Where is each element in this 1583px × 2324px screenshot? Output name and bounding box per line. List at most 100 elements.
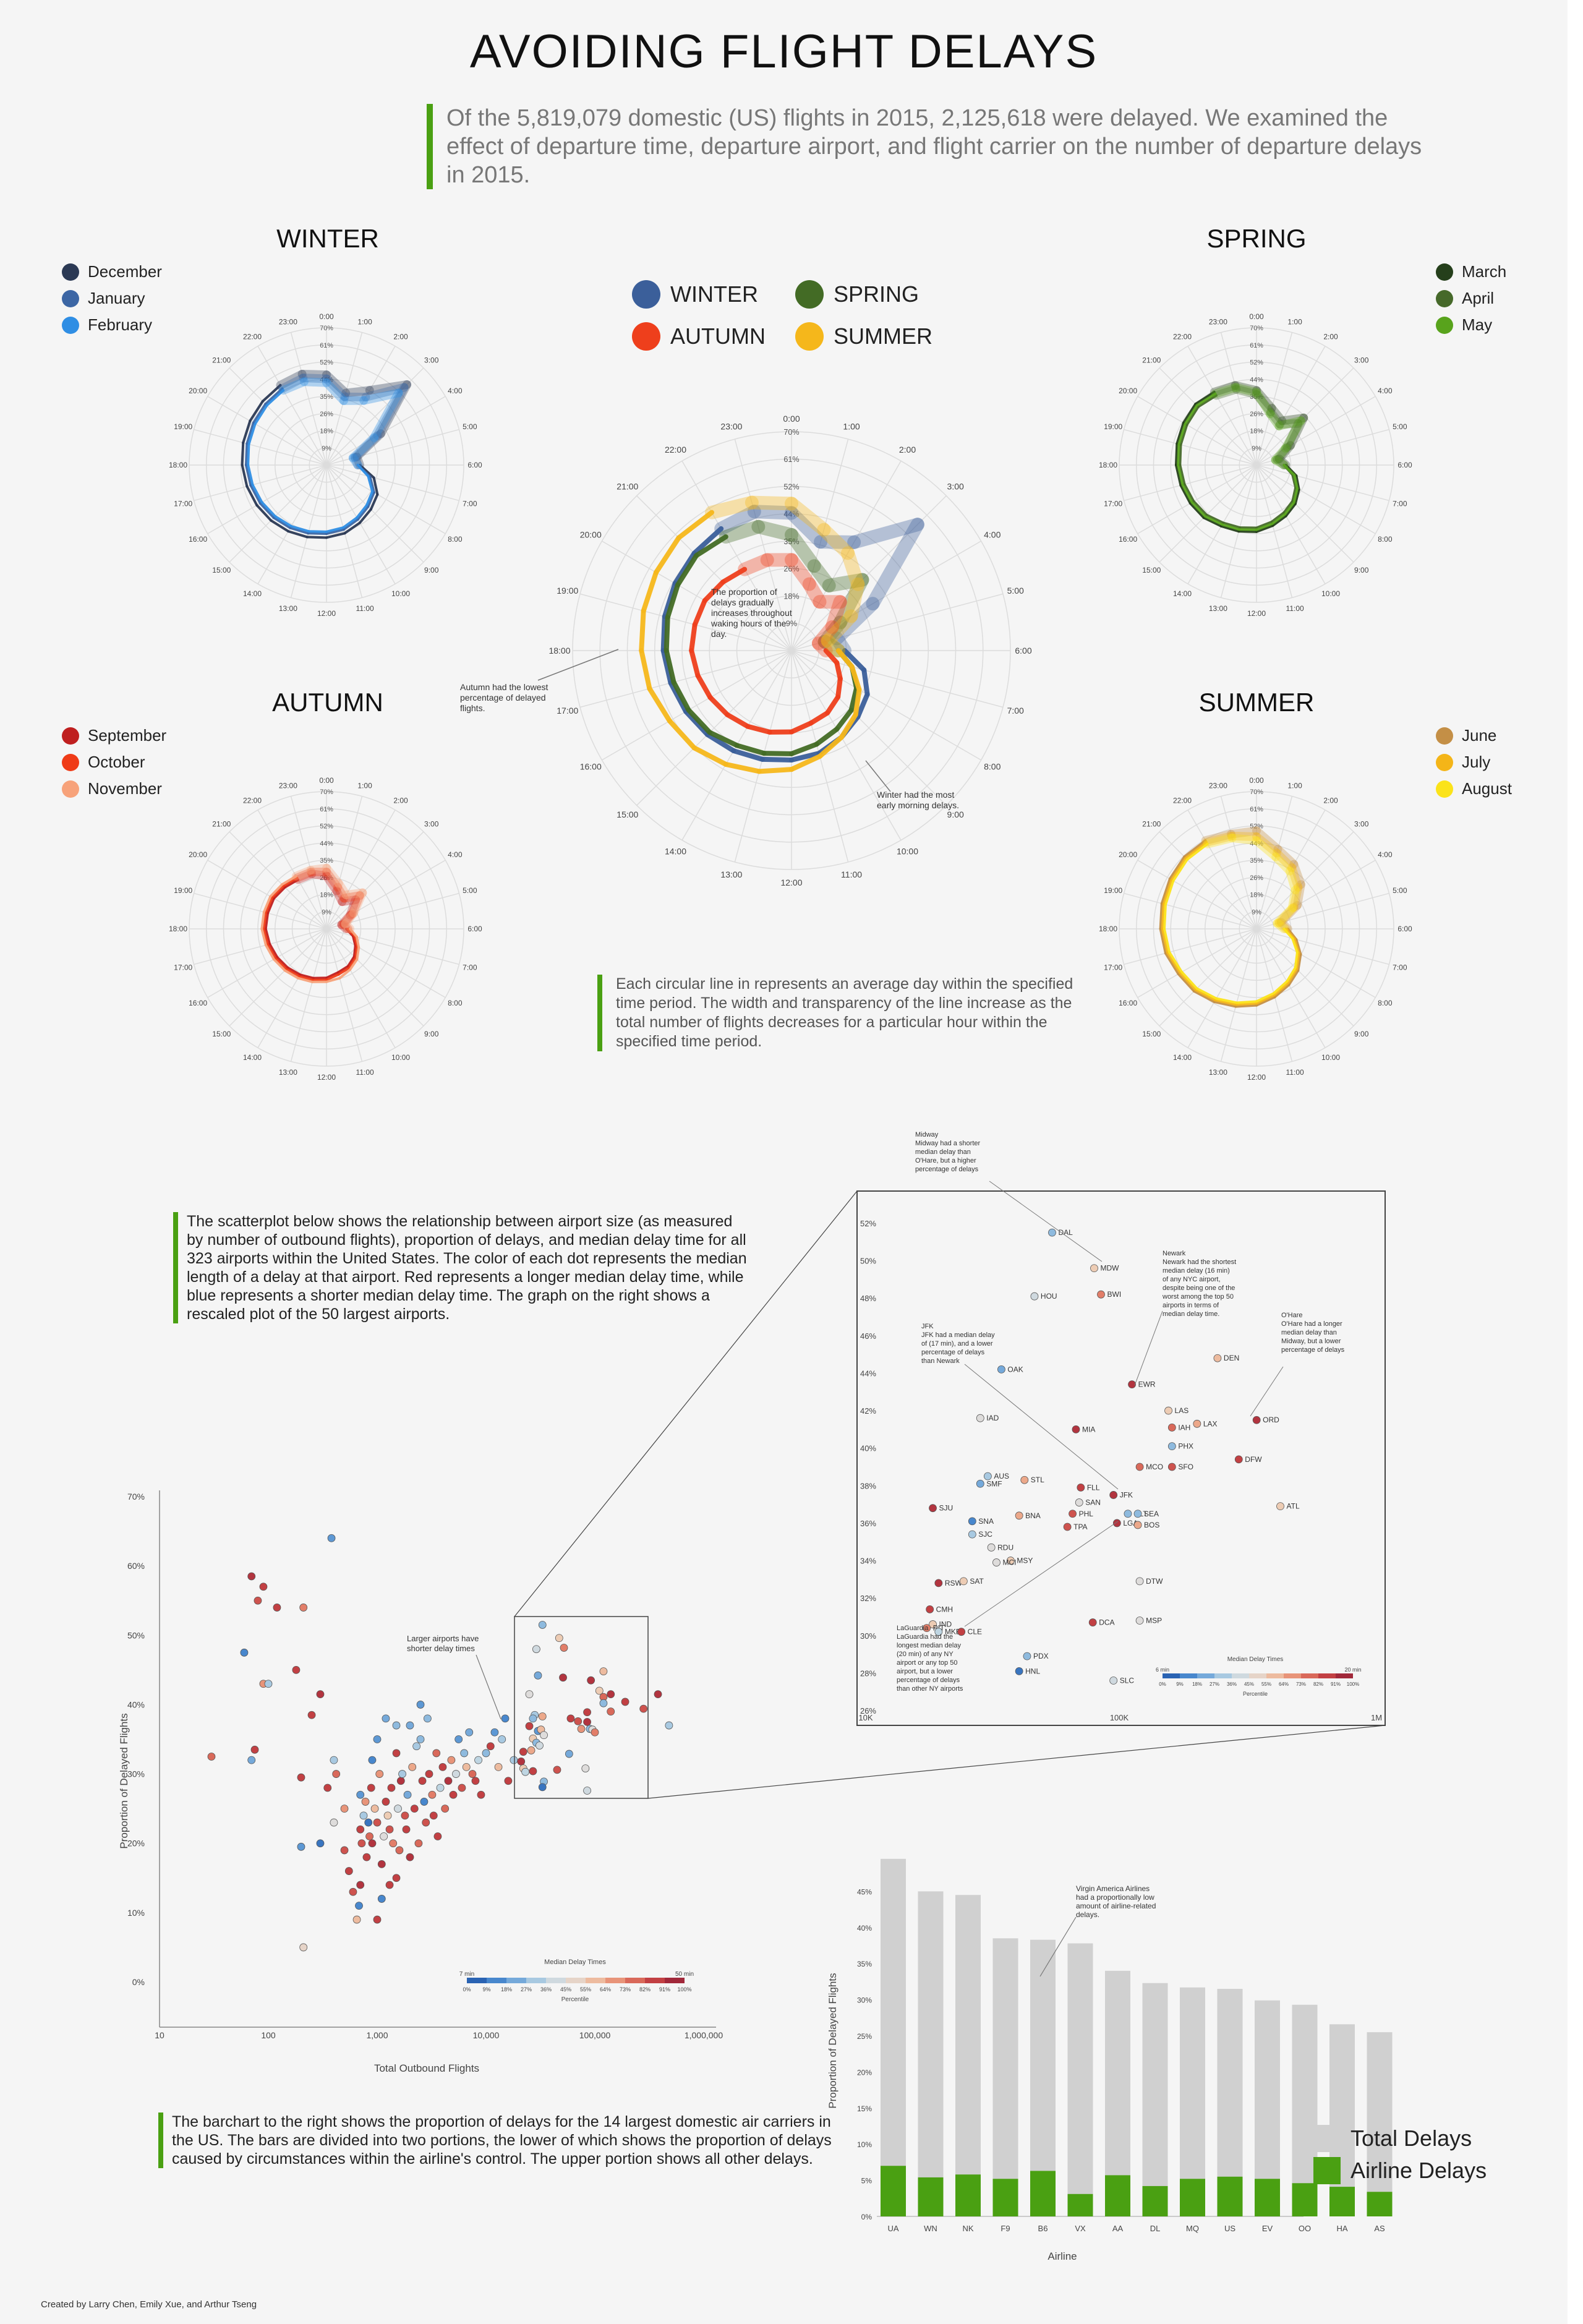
series-line-june	[1287, 969, 1300, 986]
spoke	[1159, 367, 1257, 466]
x-tick-label: 10K	[858, 1713, 873, 1722]
hour-label: 7:00	[1007, 706, 1024, 716]
hour-label: 2:00	[393, 332, 408, 341]
hour-label: 14:00	[243, 1053, 262, 1062]
annotation-winter: Winter had the most	[877, 790, 954, 800]
scatter-point	[323, 1784, 332, 1792]
ring-label: 35%	[1250, 857, 1263, 865]
series-line-september	[336, 965, 349, 974]
legend-swatch	[1197, 1673, 1214, 1678]
series-line-june	[1273, 983, 1291, 999]
series-line-july	[1272, 848, 1297, 873]
series-line-december	[297, 369, 331, 380]
series-line-january	[361, 383, 409, 402]
series-line-spring	[807, 559, 836, 592]
bar-category-label: AA	[1112, 2224, 1124, 2233]
series-line-october	[292, 868, 316, 882]
series-line-spring	[834, 707, 854, 732]
scatter-point	[367, 1784, 375, 1792]
legend-item-september: September	[62, 722, 166, 749]
scatter-point	[355, 1902, 363, 1910]
airport-point-rsw	[934, 1579, 943, 1587]
series-line-march	[1176, 421, 1185, 445]
series-line-december	[322, 370, 351, 398]
airport-label: DCA	[1099, 1618, 1114, 1627]
note-ohare: percentage of delays	[1281, 1346, 1345, 1354]
bar-total-b6	[1030, 1939, 1056, 2216]
scatter-point	[574, 1717, 582, 1725]
series-line-july	[1289, 882, 1303, 912]
series-line-october	[325, 973, 340, 981]
spoke	[1256, 464, 1293, 598]
airport-point-dtw	[1135, 1577, 1144, 1586]
legend-item-may: May	[1436, 312, 1506, 338]
scatter-point	[377, 1860, 386, 1868]
series-line-august	[1286, 966, 1297, 983]
spoke	[1256, 928, 1389, 965]
legend-max: 20 min	[1344, 1667, 1361, 1673]
scatter-point	[373, 1915, 382, 1924]
series-line-june	[1276, 900, 1302, 927]
spoke	[326, 831, 424, 929]
series-line-july	[1161, 902, 1165, 930]
series-line-september	[267, 897, 275, 915]
hour-label: 18:00	[169, 461, 187, 469]
spoke	[229, 367, 327, 466]
spoke	[290, 928, 327, 1062]
hour-label: 5:00	[1393, 422, 1407, 431]
radial-chart-summer: 0:00 1:00 2:00 3:00 4:00 5:00 6:00 7:00 8:00 9:00…	[1099, 776, 1412, 1082]
airport-point-cmh	[926, 1605, 934, 1613]
series-line-august	[1185, 842, 1209, 861]
autumn-swatch	[632, 322, 660, 351]
hour-label: 23:00	[1209, 317, 1227, 326]
hour-label: 18:00	[1099, 461, 1117, 469]
series-line-spring	[675, 553, 699, 587]
x-tick-label: 10	[155, 2030, 164, 2040]
series-line-march	[1252, 386, 1276, 413]
bar-annotation: Virgin America Airlines	[1076, 1884, 1150, 1893]
series-line-march	[1231, 381, 1261, 395]
series-line-december	[242, 419, 252, 444]
spoke	[326, 346, 396, 466]
series-line-february	[299, 377, 331, 387]
radial-note: Each circular line in represents an aver…	[597, 975, 1086, 1051]
series-line-summer	[641, 570, 659, 613]
spoke	[1256, 429, 1389, 466]
legend-label: Total Delays	[1350, 2125, 1472, 2151]
series-line-december	[376, 380, 412, 438]
airport-point-pit	[923, 1624, 931, 1633]
series-line-august	[1227, 833, 1261, 845]
series-line-march	[1255, 524, 1274, 533]
scatter-point	[356, 1825, 365, 1834]
annotation-gradual: delays gradually	[711, 597, 774, 607]
scatter-point	[433, 1832, 442, 1840]
series-line-spring	[707, 730, 740, 748]
legend-swatch	[1336, 1673, 1353, 1678]
series-line-december	[241, 464, 249, 488]
x-tick-label: 100	[261, 2030, 276, 2040]
hour-label: 6:00	[1015, 646, 1031, 656]
hour-label: 22:00	[243, 796, 262, 805]
spoke	[602, 650, 792, 761]
note-ohare: O'Hare had a longer	[1281, 1320, 1342, 1328]
series-line-august	[1214, 997, 1238, 1004]
series-line-may	[1177, 443, 1180, 466]
legend-tick: 55%	[580, 1986, 591, 1993]
spoke	[1124, 464, 1257, 502]
series-line-august	[1287, 886, 1300, 913]
series-line-summer	[756, 767, 794, 774]
hour-label: 10:00	[1321, 1053, 1340, 1062]
hour-label: 13:00	[1209, 604, 1227, 613]
hour-label: 11:00	[356, 604, 374, 613]
series-line-april	[1205, 513, 1225, 524]
scatter-point	[465, 1728, 474, 1737]
series-line-january	[367, 491, 375, 508]
note-jfk: percentage of delays	[921, 1349, 985, 1356]
spoke	[1187, 928, 1257, 1048]
bar-category-label: EV	[1262, 2224, 1273, 2233]
april-swatch	[1436, 289, 1453, 307]
legend-tick: 36%	[1227, 1681, 1237, 1687]
hour-label: 16:00	[1119, 535, 1137, 544]
hour-label: 11:00	[841, 869, 862, 879]
ring-label: 26%	[1250, 411, 1263, 418]
